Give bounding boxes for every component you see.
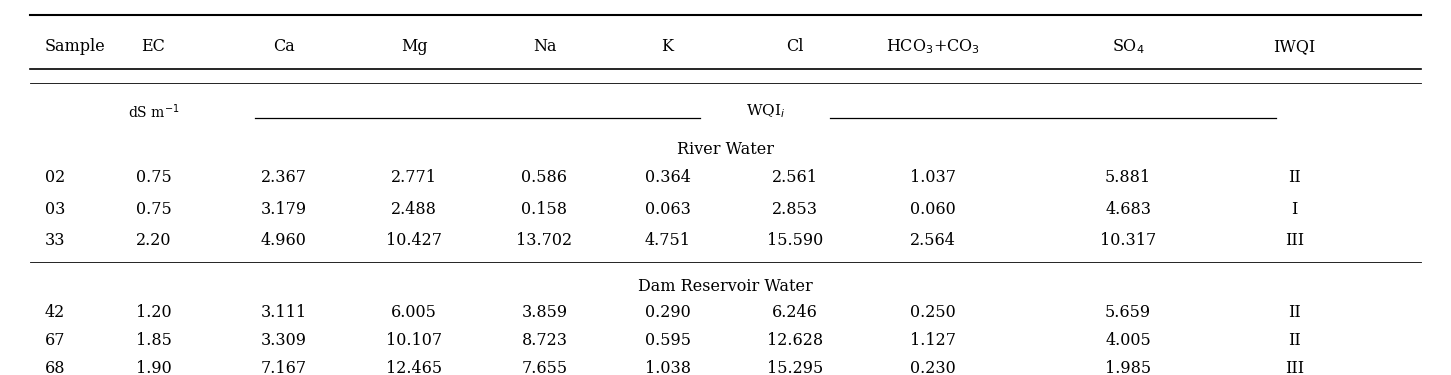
- Text: 2.488: 2.488: [392, 201, 437, 218]
- Text: II: II: [1288, 332, 1302, 349]
- Text: 0.158: 0.158: [521, 201, 567, 218]
- Text: 2.564: 2.564: [910, 232, 956, 249]
- Text: 67: 67: [45, 332, 65, 349]
- Text: 0.063: 0.063: [644, 201, 691, 218]
- Text: 15.590: 15.590: [768, 232, 823, 249]
- Text: 10.107: 10.107: [386, 332, 443, 349]
- Text: 13.702: 13.702: [517, 232, 573, 249]
- Text: 1.90: 1.90: [135, 360, 171, 375]
- Text: 33: 33: [45, 232, 65, 249]
- Text: 4.960: 4.960: [261, 232, 306, 249]
- Text: I: I: [1291, 201, 1297, 218]
- Text: Ca: Ca: [273, 38, 295, 55]
- Text: WQI$_i$: WQI$_i$: [746, 103, 785, 120]
- Text: dS m$^{-1}$: dS m$^{-1}$: [128, 102, 178, 121]
- Text: 0.364: 0.364: [644, 169, 691, 186]
- Text: 0.595: 0.595: [644, 332, 691, 349]
- Text: 5.659: 5.659: [1106, 304, 1151, 321]
- Text: 0.060: 0.060: [910, 201, 955, 218]
- Text: Sample: Sample: [45, 38, 106, 55]
- Text: 10.317: 10.317: [1100, 232, 1156, 249]
- Text: 6.246: 6.246: [772, 304, 818, 321]
- Text: 0.75: 0.75: [135, 201, 171, 218]
- Text: 02: 02: [45, 169, 65, 186]
- Text: 3.859: 3.859: [521, 304, 567, 321]
- Text: 1.20: 1.20: [135, 304, 171, 321]
- Text: 0.75: 0.75: [135, 169, 171, 186]
- Text: 5.881: 5.881: [1106, 169, 1151, 186]
- Text: HCO$_3$+CO$_3$: HCO$_3$+CO$_3$: [885, 38, 979, 56]
- Text: 3.309: 3.309: [261, 332, 306, 349]
- Text: 2.771: 2.771: [392, 169, 437, 186]
- Text: River Water: River Water: [678, 141, 773, 158]
- Text: II: II: [1288, 304, 1302, 321]
- Text: 2.367: 2.367: [261, 169, 306, 186]
- Text: 4.751: 4.751: [644, 232, 691, 249]
- Text: Dam Reservoir Water: Dam Reservoir Water: [638, 278, 813, 294]
- Text: Mg: Mg: [400, 38, 428, 55]
- Text: 1.127: 1.127: [910, 332, 956, 349]
- Text: 12.465: 12.465: [386, 360, 443, 375]
- Text: 68: 68: [45, 360, 65, 375]
- Text: 3.179: 3.179: [261, 201, 306, 218]
- Text: Na: Na: [533, 38, 556, 55]
- Text: IWQI: IWQI: [1274, 38, 1316, 55]
- Text: Cl: Cl: [786, 38, 804, 55]
- Text: 6.005: 6.005: [392, 304, 437, 321]
- Text: SO$_4$: SO$_4$: [1111, 38, 1145, 56]
- Text: 03: 03: [45, 201, 65, 218]
- Text: 1.985: 1.985: [1106, 360, 1151, 375]
- Text: 0.250: 0.250: [910, 304, 955, 321]
- Text: 1.85: 1.85: [135, 332, 171, 349]
- Text: 15.295: 15.295: [768, 360, 823, 375]
- Text: 4.683: 4.683: [1106, 201, 1151, 218]
- Text: III: III: [1286, 360, 1304, 375]
- Text: II: II: [1288, 169, 1302, 186]
- Text: 12.628: 12.628: [768, 332, 823, 349]
- Text: III: III: [1286, 232, 1304, 249]
- Text: 42: 42: [45, 304, 65, 321]
- Text: 0.586: 0.586: [521, 169, 567, 186]
- Text: 2.561: 2.561: [772, 169, 818, 186]
- Text: 7.655: 7.655: [521, 360, 567, 375]
- Text: 0.290: 0.290: [644, 304, 691, 321]
- Text: 8.723: 8.723: [521, 332, 567, 349]
- Text: 2.20: 2.20: [136, 232, 171, 249]
- Text: 7.167: 7.167: [261, 360, 306, 375]
- Text: 0.230: 0.230: [910, 360, 955, 375]
- Text: K: K: [662, 38, 673, 55]
- Text: 4.005: 4.005: [1106, 332, 1151, 349]
- Text: 1.038: 1.038: [644, 360, 691, 375]
- Text: 3.111: 3.111: [261, 304, 306, 321]
- Text: 2.853: 2.853: [772, 201, 818, 218]
- Text: 1.037: 1.037: [910, 169, 956, 186]
- Text: EC: EC: [142, 38, 165, 55]
- Text: 10.427: 10.427: [386, 232, 443, 249]
